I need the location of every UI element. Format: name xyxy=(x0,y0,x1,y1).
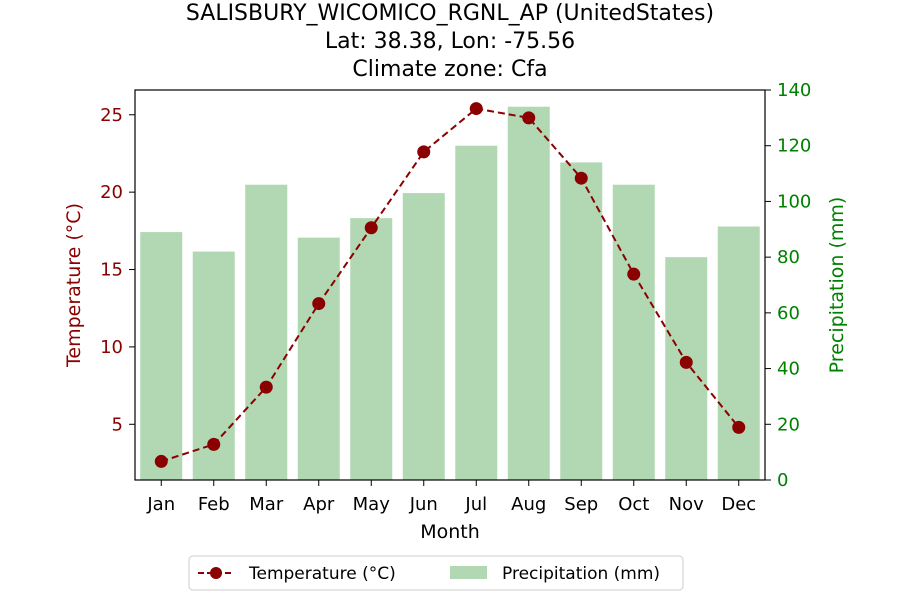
temperature-point-jan xyxy=(154,454,168,468)
legend-temperature-marker xyxy=(210,567,222,579)
precipitation-bars xyxy=(140,106,760,481)
temperature-point-nov xyxy=(679,355,693,369)
legend-box xyxy=(188,555,684,591)
precipitation-bar-oct xyxy=(612,184,655,480)
right-tick-label: 40 xyxy=(777,359,800,380)
temperature-point-apr xyxy=(312,297,326,311)
legend-precipitation-swatch xyxy=(450,566,487,579)
precipitation-bar-may xyxy=(350,218,393,480)
precipitation-bar-jul xyxy=(455,145,498,480)
left-tick-label: 5 xyxy=(112,414,123,435)
left-tick-label: 10 xyxy=(100,337,123,358)
precipitation-bar-aug xyxy=(507,106,550,480)
legend-temperature-label: Temperature (°C) xyxy=(248,564,396,584)
temperature-point-mar xyxy=(259,380,273,394)
chart-title-line-1: SALISBURY_WICOMICO_RGNL_AP (UnitedStates… xyxy=(186,1,714,26)
x-tick-label-mar: Mar xyxy=(249,494,284,515)
plot-frame xyxy=(134,89,766,481)
temperature-point-jun xyxy=(417,145,431,159)
x-tick-label-apr: Apr xyxy=(303,494,335,515)
x-axis-label: Month xyxy=(420,521,480,543)
right-tick-label: 80 xyxy=(777,247,800,268)
chart-title-line-3: Climate zone: Cfa xyxy=(352,57,547,82)
temperature-series xyxy=(154,102,746,468)
temperature-point-jul xyxy=(469,102,483,116)
precipitation-bar-jan xyxy=(140,232,183,480)
precipitation-bar-apr xyxy=(297,237,340,480)
precipitation-bar-mar xyxy=(245,184,288,480)
x-tick-label-dec: Dec xyxy=(721,494,756,515)
precipitation-bar-jun xyxy=(402,193,445,481)
temperature-point-may xyxy=(364,221,378,235)
x-tick-label-may: May xyxy=(353,494,391,515)
right-tick-label: 100 xyxy=(777,191,811,212)
precipitation-bar-dec xyxy=(717,226,760,480)
x-axis: Jan Feb Mar Apr May Jun Jul Aug Sep Oct Nov Dec xyxy=(146,480,756,515)
right-tick-label: 20 xyxy=(777,414,800,435)
temperature-point-dec xyxy=(732,420,746,434)
left-tick-label: 20 xyxy=(100,182,123,203)
x-tick-label-jun: Jun xyxy=(409,494,438,515)
x-tick-label-jan: Jan xyxy=(146,494,175,515)
right-tick-label: 140 xyxy=(777,80,811,101)
legend-precipitation-label: Precipitation (mm) xyxy=(502,564,660,584)
chart-title-line-2: Lat: 38.38, Lon: -75.56 xyxy=(325,29,575,54)
right-tick-label: 120 xyxy=(777,136,811,157)
legend: Temperature (°C) Precipitation (mm) xyxy=(188,555,684,591)
right-axis: 0 20 40 60 80 100 120 140 xyxy=(765,80,811,491)
temperature-line xyxy=(160,107,740,463)
right-tick-label: 0 xyxy=(777,470,788,491)
x-tick-label-jul: Jul xyxy=(464,494,487,515)
left-axis: 5 10 15 20 25 xyxy=(100,105,135,435)
x-tick-label-sep: Sep xyxy=(564,494,598,515)
x-tick-label-nov: Nov xyxy=(669,494,704,515)
right-tick-label: 60 xyxy=(777,303,800,324)
left-tick-label: 25 xyxy=(100,105,123,126)
x-tick-label-aug: Aug xyxy=(511,494,546,515)
left-tick-label: 15 xyxy=(100,260,123,281)
right-axis-label: Precipitation (mm) xyxy=(826,197,848,374)
precipitation-bar-sep xyxy=(560,162,603,480)
x-tick-label-feb: Feb xyxy=(198,494,230,515)
temperature-point-feb xyxy=(207,437,221,451)
x-tick-label-oct: Oct xyxy=(618,494,649,515)
temperature-point-aug xyxy=(522,111,536,125)
temperature-point-oct xyxy=(627,267,641,281)
left-axis-label: Temperature (°C) xyxy=(63,203,85,368)
temperature-point-sep xyxy=(574,171,588,185)
